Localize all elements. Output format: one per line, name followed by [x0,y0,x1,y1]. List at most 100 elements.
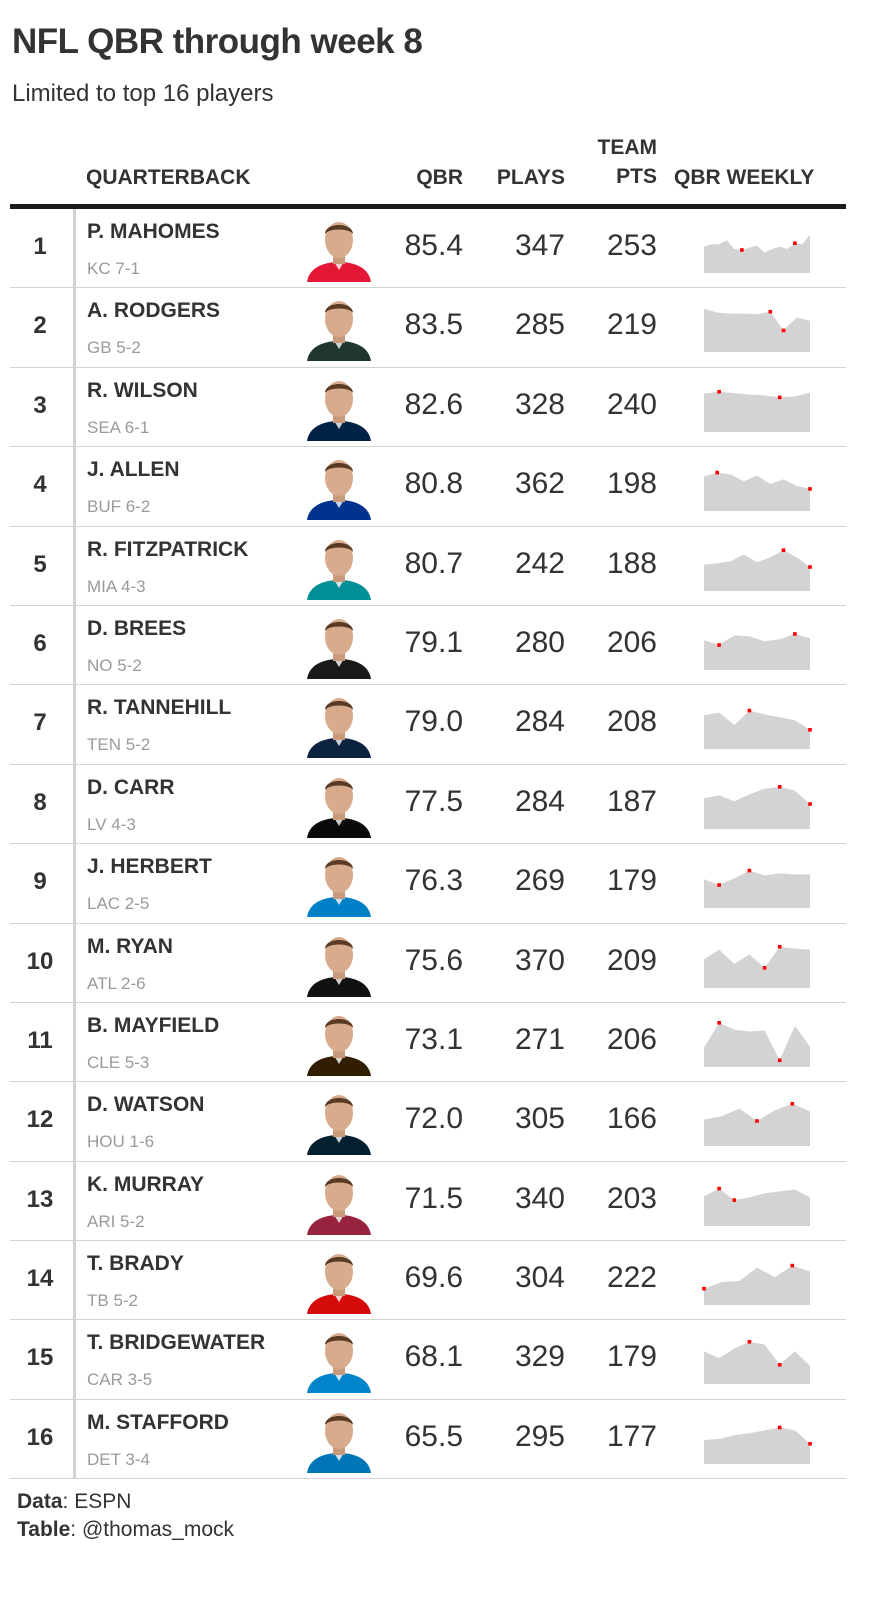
team-pts-cell: 219 [606,308,657,342]
plays-cell: 340 [514,1181,565,1215]
rank-cell: 11 [27,1026,53,1054]
player-headshot-icon [307,857,371,918]
sparkline-max-point [790,1102,795,1106]
sparkline-min-point [808,487,812,491]
header-divider [10,204,846,209]
sparkline-max-point [777,1425,782,1430]
team-record: ATL 2-6 [87,973,146,993]
team-pts-cell: 222 [606,1261,657,1295]
player-name: R. TANNEHILL [87,696,232,720]
sparkline-area [704,1427,810,1464]
sparkline-max-point [781,547,786,552]
player-name: M. STAFFORD [87,1410,229,1434]
team-pts-cell: 179 [606,1340,657,1374]
qbr-weekly-sparkline [704,632,810,670]
sparkline-min-point [808,801,812,806]
player-name: T. BRIDGEWATER [87,1331,266,1355]
player-headshot-icon [307,222,371,282]
team-pts-cell: 206 [606,625,657,659]
column-header-qbr-weekly: QBR WEEKLY [674,166,815,189]
table-row: 6 D. BREES NO 5-2 79.1 280 206 [10,606,846,686]
qbr-cell: 65.5 [404,1419,463,1453]
rank-cell: 8 [33,788,47,816]
table-row: 4 J. ALLEN BUF 6-2 80.8 362 198 [10,447,846,527]
plays-cell: 370 [514,943,565,977]
qbr-cell: 72.0 [404,1102,463,1136]
credit-value: : @thomas_mock [70,1518,235,1541]
team-record: TEN 5-2 [87,735,151,755]
team-record: LAC 2-5 [87,894,150,914]
sparkline-area [704,710,810,750]
sparkline-area [704,309,810,353]
qbr-cell: 73.1 [404,1022,463,1056]
sparkline-max-point [717,1186,721,1191]
plays-cell: 362 [514,467,565,501]
player-headshot-icon [307,1254,371,1315]
column-header-qbr: QBR [416,166,463,189]
qbr-weekly-sparkline [704,1425,812,1464]
table-row: 14 T. BRADY TB 5-2 69.6 304 222 [10,1241,846,1321]
team-record: MIA 4-3 [87,576,146,596]
sparkline-min-point [755,1119,759,1124]
team-record: SEA 6-1 [87,417,150,437]
player-headshot-icon [307,698,371,759]
rank-cell: 15 [26,1344,54,1372]
qbr-cell: 79.1 [404,625,463,659]
sparkline-max-point [777,944,782,949]
sparkline-min-point [808,1441,812,1446]
plays-cell: 280 [514,625,565,659]
sparkline-area [704,870,810,909]
sparkline-area [704,1022,810,1067]
rank-cell: 12 [26,1106,54,1134]
table-row: 2 A. RODGERS GB 5-2 83.5 285 219 [10,288,846,368]
team-pts-cell: 198 [606,467,657,501]
sparkline-min-point [808,564,812,569]
plays-cell: 285 [514,308,565,342]
sparkline-min-point [702,1286,706,1291]
player-headshot-icon [307,1095,371,1156]
player-name: J. HERBERT [87,855,212,879]
plays-cell: 328 [514,387,565,421]
table-row: 11 B. MAYFIELD CLE 5-3 73.1 271 206 [10,1003,846,1083]
sparkline-max-point [747,709,752,713]
player-headshot-icon [307,1015,371,1076]
sparkline-min-point [732,1197,737,1202]
player-name: J. ALLEN [87,458,180,482]
table-row: 13 K. MURRAY ARI 5-2 71.5 340 203 [10,1162,846,1242]
rank-cell: 16 [26,1423,54,1451]
qbr-cell: 85.4 [404,229,463,262]
player-headshot-icon [307,380,371,441]
qbr-weekly-sparkline [704,1020,810,1067]
player-headshot-icon [307,301,371,362]
qbr-cell: 69.6 [404,1261,463,1295]
rank-cell: 10 [26,947,54,975]
sparkline-max-point [717,389,721,394]
player-headshot-icon [307,539,371,600]
qbr-weekly-sparkline [704,389,810,432]
sparkline-max-point [747,868,752,873]
sparkline-min-point [717,643,721,647]
qbr-cell: 80.7 [404,546,463,580]
sparkline-max-point [768,310,773,314]
table-row: 10 M. RYAN ATL 2-6 75.6 370 209 [10,924,846,1003]
sparkline-min-point [717,883,721,887]
team-record: HOU 1-6 [87,1132,155,1152]
qbr-weekly-sparkline [704,1186,810,1226]
table-row: 9 J. HERBERT LAC 2-5 76.3 269 179 [10,844,846,924]
qbr-weekly-sparkline [704,1340,810,1385]
sparkline-max-point [777,784,782,789]
player-headshot-icon [307,936,371,997]
qbr-cell: 68.1 [404,1340,463,1374]
plays-cell: 269 [514,864,565,898]
table-row: 8 D. CARR LV 4-3 77.5 284 187 [10,765,846,845]
rank-cell: 13 [26,1185,54,1213]
source-note: Data: ESPN [17,1490,131,1514]
source-label: Data [17,1490,63,1513]
team-pts-cell: 179 [606,864,657,898]
player-headshot-icon [307,1412,371,1473]
plays-cell: 347 [514,229,565,262]
sparkline-area [704,1265,810,1306]
sparkline-area [704,1342,810,1385]
team-record: CLE 5-3 [87,1052,150,1072]
